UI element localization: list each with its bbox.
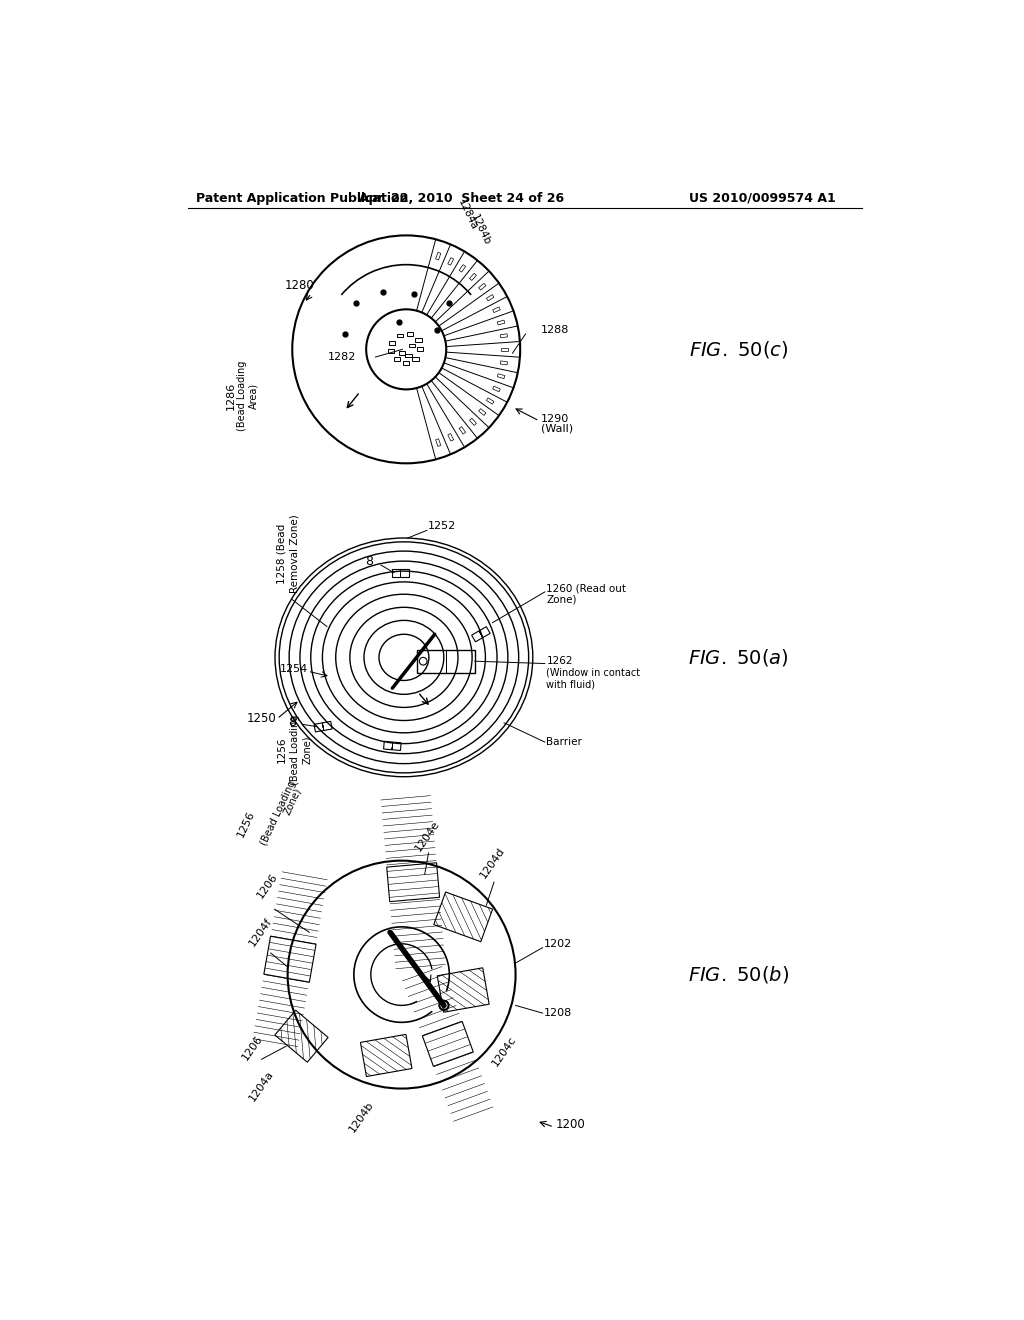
- Text: $\it{FIG.\ 50(a)}$: $\it{FIG.\ 50(a)}$: [688, 647, 790, 668]
- Text: Removal Zone): Removal Zone): [290, 513, 300, 593]
- Polygon shape: [447, 257, 454, 265]
- Text: (Wall): (Wall): [541, 424, 573, 434]
- Text: (Bead Loading: (Bead Loading: [238, 360, 247, 430]
- Text: 1204f: 1204f: [248, 916, 274, 948]
- Text: Area): Area): [249, 383, 259, 409]
- Polygon shape: [435, 438, 440, 446]
- Bar: [407, 333, 413, 335]
- Text: 1256: 1256: [276, 737, 287, 763]
- Text: 1202: 1202: [544, 939, 572, 949]
- Text: 1204e: 1204e: [413, 818, 441, 853]
- Text: 1284a: 1284a: [457, 198, 479, 231]
- Text: (Window in contact: (Window in contact: [547, 668, 640, 677]
- Text: 1204c: 1204c: [490, 1035, 518, 1069]
- Bar: [417, 347, 423, 351]
- Text: Patent Application Publication: Patent Application Publication: [196, 191, 409, 205]
- Bar: [413, 356, 419, 360]
- Text: 1256: 1256: [237, 809, 257, 840]
- Text: (Bead Loading: (Bead Loading: [259, 779, 298, 847]
- Text: 1204a: 1204a: [248, 1069, 275, 1104]
- Bar: [389, 342, 395, 345]
- Text: 1206: 1206: [255, 871, 280, 900]
- Bar: [388, 348, 394, 352]
- Text: 1254: 1254: [280, 664, 307, 675]
- Polygon shape: [447, 433, 454, 441]
- Text: 1288: 1288: [541, 325, 569, 335]
- Circle shape: [439, 1001, 449, 1010]
- Bar: [394, 356, 400, 360]
- Polygon shape: [498, 321, 505, 325]
- Polygon shape: [478, 284, 486, 290]
- Text: $\it{FIG.\ 50(c)}$: $\it{FIG.\ 50(c)}$: [689, 339, 788, 360]
- Text: Zone): Zone): [302, 735, 312, 764]
- Text: 1260 (Read out: 1260 (Read out: [547, 583, 627, 593]
- Text: 8: 8: [289, 717, 296, 730]
- Bar: [399, 351, 406, 355]
- Text: 1250: 1250: [247, 713, 276, 726]
- Polygon shape: [478, 409, 486, 416]
- Text: 1284b: 1284b: [469, 213, 493, 247]
- Text: Zone): Zone): [283, 787, 303, 816]
- Text: 1280: 1280: [285, 279, 314, 292]
- Text: (Bead Loading: (Bead Loading: [290, 714, 300, 785]
- Bar: [406, 354, 412, 358]
- Text: 1290: 1290: [541, 413, 569, 424]
- Polygon shape: [502, 348, 508, 351]
- Polygon shape: [486, 397, 494, 404]
- Polygon shape: [498, 374, 505, 379]
- Bar: [416, 338, 422, 342]
- Polygon shape: [469, 418, 476, 425]
- Text: Apr. 22, 2010  Sheet 24 of 26: Apr. 22, 2010 Sheet 24 of 26: [359, 191, 564, 205]
- Text: 1204b: 1204b: [348, 1100, 376, 1134]
- Text: with fluid): with fluid): [547, 680, 595, 689]
- Polygon shape: [459, 426, 466, 434]
- Polygon shape: [500, 334, 508, 338]
- Bar: [410, 343, 416, 347]
- Polygon shape: [493, 308, 501, 313]
- Polygon shape: [435, 252, 440, 260]
- Bar: [403, 362, 410, 366]
- Text: 1286: 1286: [225, 381, 236, 409]
- Text: 1204d: 1204d: [478, 846, 507, 880]
- Text: 1200: 1200: [556, 1118, 586, 1131]
- Polygon shape: [486, 294, 494, 301]
- Text: 1252: 1252: [428, 521, 457, 532]
- Text: 1262: 1262: [547, 656, 572, 667]
- Text: $\it{FIG.\ 50(b)}$: $\it{FIG.\ 50(b)}$: [688, 964, 790, 985]
- Bar: [397, 334, 403, 338]
- Polygon shape: [459, 264, 466, 272]
- Polygon shape: [469, 273, 476, 280]
- Text: 1206: 1206: [240, 1034, 264, 1063]
- Text: US 2010/0099574 A1: US 2010/0099574 A1: [688, 191, 836, 205]
- Polygon shape: [500, 360, 508, 364]
- Text: Barrier: Barrier: [547, 737, 583, 747]
- Text: 1208: 1208: [544, 1008, 572, 1018]
- Text: Zone): Zone): [547, 594, 577, 605]
- Polygon shape: [493, 387, 501, 392]
- Text: 1258 (Bead: 1258 (Bead: [276, 523, 287, 583]
- Text: 8: 8: [366, 554, 374, 568]
- Text: 1282: 1282: [328, 352, 356, 362]
